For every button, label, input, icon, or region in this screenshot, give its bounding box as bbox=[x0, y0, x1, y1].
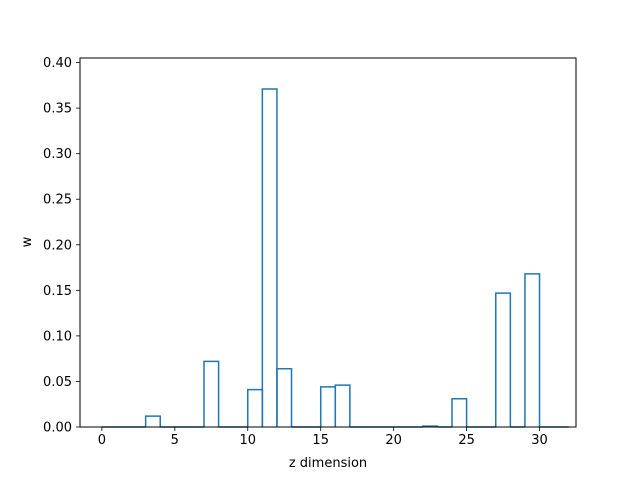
histogram-bar bbox=[261, 88, 278, 427]
y-tick-label: 0.25 bbox=[43, 193, 72, 208]
y-tick-label: 0.40 bbox=[43, 56, 72, 71]
x-tick-label: 0 bbox=[98, 433, 106, 448]
x-axis-label: z dimension bbox=[289, 456, 367, 471]
histogram-bar bbox=[334, 384, 351, 427]
histogram-bar bbox=[203, 360, 220, 427]
y-tick-label: 0.35 bbox=[43, 102, 72, 117]
x-tick-label: 30 bbox=[531, 433, 548, 448]
y-axis-ticks: 0.00 0.05 0.10 0.15 0.20 0.25 0.30 0.35 0.40 bbox=[43, 56, 80, 436]
y-tick-label: 0.10 bbox=[43, 329, 72, 344]
y-axis-label: w bbox=[20, 236, 35, 247]
x-tick-label: 20 bbox=[385, 433, 402, 448]
histogram-bar bbox=[451, 398, 468, 427]
x-tick-label: 15 bbox=[312, 433, 329, 448]
y-tick-label: 0.15 bbox=[43, 284, 72, 299]
x-tick-label: 5 bbox=[171, 433, 179, 448]
histogram-bar bbox=[495, 292, 512, 427]
x-tick-label: 25 bbox=[458, 433, 475, 448]
histogram-bar bbox=[276, 367, 293, 427]
x-tick-label: 10 bbox=[239, 433, 256, 448]
y-tick-label: 0.00 bbox=[43, 421, 72, 436]
axes-frame bbox=[79, 57, 577, 428]
y-tick-label: 0.20 bbox=[43, 238, 72, 253]
y-tick-label: 0.30 bbox=[43, 147, 72, 162]
histogram-bar bbox=[144, 415, 161, 427]
histogram-bar bbox=[524, 273, 541, 427]
y-tick-label: 0.05 bbox=[43, 375, 72, 390]
x-axis-ticks: 0 5 10 15 20 25 30 bbox=[98, 427, 548, 448]
